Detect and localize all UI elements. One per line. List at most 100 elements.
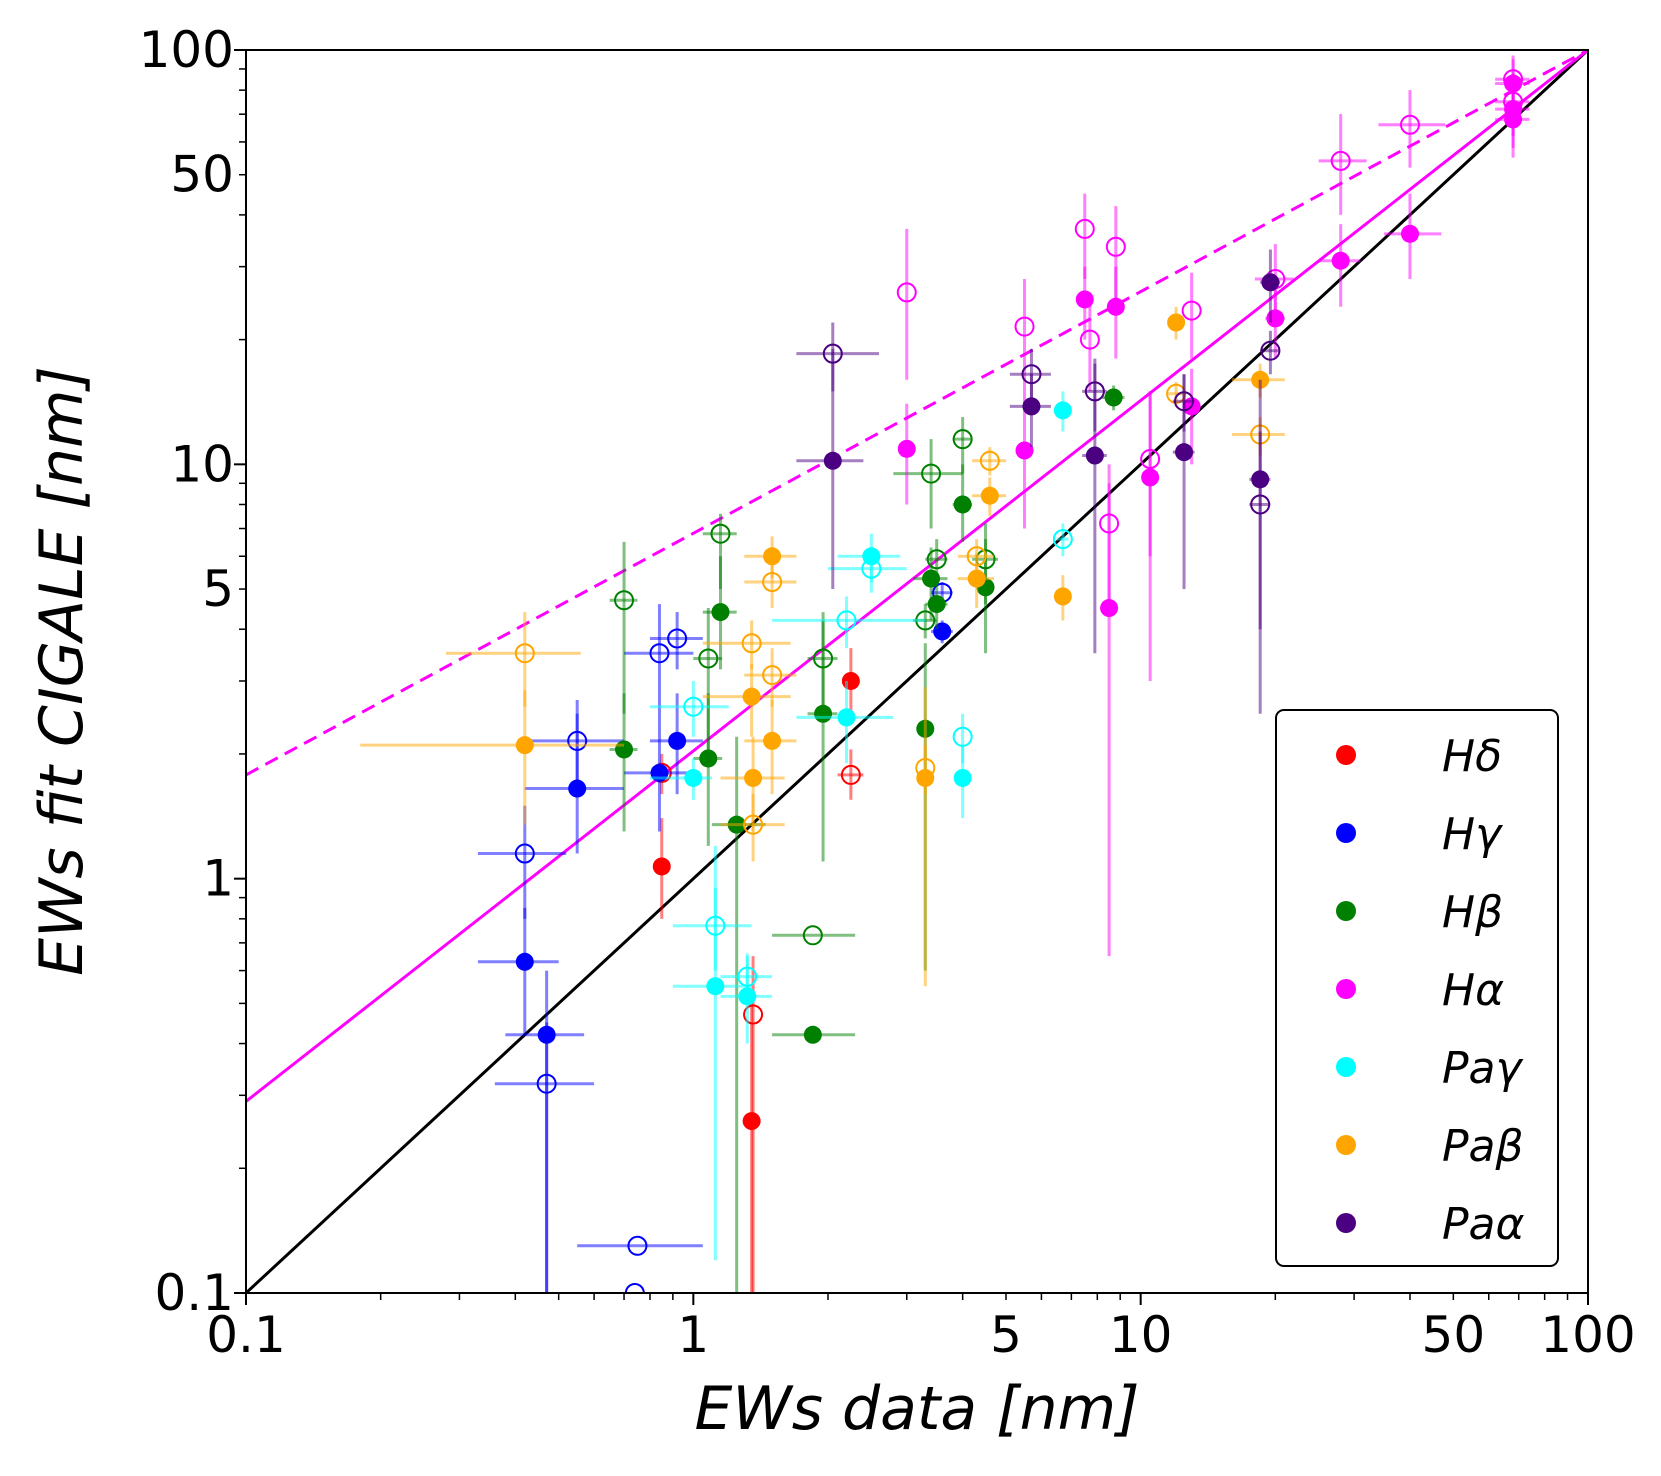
data-point	[1260, 249, 1281, 323]
data-point	[624, 1283, 645, 1293]
data-point	[796, 680, 894, 764]
data-point	[1260, 330, 1281, 375]
data-marker	[926, 549, 947, 570]
x-tick-label: 100	[1540, 1306, 1635, 1364]
data-marker	[705, 915, 726, 936]
data-marker	[1105, 236, 1126, 257]
data-point	[652, 818, 671, 919]
data-point	[972, 477, 1007, 517]
data-point	[837, 749, 864, 800]
data-point	[1079, 292, 1100, 392]
legend-label: Hβ	[1442, 887, 1503, 938]
reference-line-1	[246, 50, 1588, 1293]
data-marker	[1174, 391, 1195, 412]
data-marker	[1022, 397, 1041, 416]
legend-label: Paα	[1442, 1199, 1525, 1250]
data-marker	[615, 740, 634, 759]
data-marker	[710, 523, 731, 544]
legend-box	[1275, 709, 1559, 1267]
data-point	[915, 745, 936, 795]
data-marker	[823, 451, 842, 470]
data-point	[1009, 348, 1051, 404]
data-marker	[1021, 364, 1042, 385]
data-point	[807, 620, 838, 714]
data-marker	[1053, 587, 1072, 606]
series-pa-	[796, 249, 1281, 714]
data-marker	[536, 1073, 557, 1094]
data-marker	[514, 643, 535, 664]
legend-label: Paβ	[1442, 1121, 1524, 1172]
data-point	[1015, 391, 1034, 529]
legend-entry-pa-: Paα	[1336, 1199, 1525, 1250]
data-marker	[1099, 513, 1120, 534]
data-marker	[803, 1025, 822, 1044]
data-marker	[711, 603, 730, 622]
data-point	[972, 447, 1007, 476]
series-h-	[477, 582, 953, 1293]
data-marker	[840, 764, 861, 785]
data-marker	[1250, 494, 1271, 515]
data-point	[952, 713, 973, 764]
data-point	[772, 1025, 856, 1044]
data-point	[957, 539, 994, 576]
data-marker	[927, 595, 946, 614]
data-marker	[743, 1004, 764, 1025]
data-point	[446, 612, 581, 707]
data-point	[744, 699, 797, 795]
data-marker	[649, 643, 670, 664]
data-point	[360, 690, 625, 825]
data-point	[796, 322, 879, 392]
series-h-	[896, 55, 1530, 957]
data-marker	[1084, 381, 1105, 402]
data-point	[1014, 279, 1035, 392]
data-marker	[841, 671, 860, 690]
data-point	[1495, 73, 1530, 137]
data-point	[1140, 391, 1161, 557]
data-point	[893, 439, 963, 529]
data-marker	[1085, 446, 1104, 465]
data-point	[772, 925, 856, 946]
data-point	[702, 620, 791, 670]
data-point	[772, 596, 926, 649]
data-point	[1167, 306, 1186, 340]
data-marker	[979, 450, 1000, 471]
y-tick-label: 50	[170, 146, 234, 204]
legend-marker	[1336, 901, 1356, 921]
data-marker	[1181, 300, 1202, 321]
data-point	[1249, 431, 1271, 630]
data-marker	[1400, 224, 1419, 243]
data-marker	[741, 633, 762, 654]
data-marker	[667, 628, 688, 649]
y-tick-label: 100	[139, 21, 234, 79]
data-marker	[1015, 441, 1034, 460]
legend-marker	[1336, 823, 1356, 843]
data-marker	[1052, 529, 1073, 550]
data-marker	[1014, 316, 1035, 337]
legend-entry-pa-: Paβ	[1336, 1121, 1524, 1172]
data-marker	[813, 648, 834, 669]
data-marker	[698, 648, 719, 669]
plot-frame	[245, 49, 1589, 1294]
data-point	[1181, 272, 1202, 359]
data-point	[1318, 114, 1367, 215]
data-point	[609, 541, 638, 714]
legend-marker	[1336, 1057, 1356, 1077]
data-marker	[744, 768, 763, 787]
data-marker	[952, 726, 973, 747]
data-marker	[1175, 443, 1194, 462]
legend-marker	[1336, 745, 1356, 765]
data-marker	[514, 843, 535, 864]
data-point	[672, 887, 752, 971]
data-point	[1082, 358, 1107, 432]
series-pa-	[360, 306, 1285, 987]
data-marker	[966, 546, 987, 567]
data-point	[744, 648, 797, 707]
y-axis-label: EWs fit CIGALE [nm]	[27, 366, 97, 976]
y-tick-label: 5	[202, 560, 234, 618]
data-marker	[897, 439, 916, 458]
data-marker	[1331, 251, 1350, 270]
data-marker	[652, 857, 671, 876]
data-marker	[836, 610, 857, 631]
legend-entry-h-: Hδ	[1336, 731, 1502, 782]
